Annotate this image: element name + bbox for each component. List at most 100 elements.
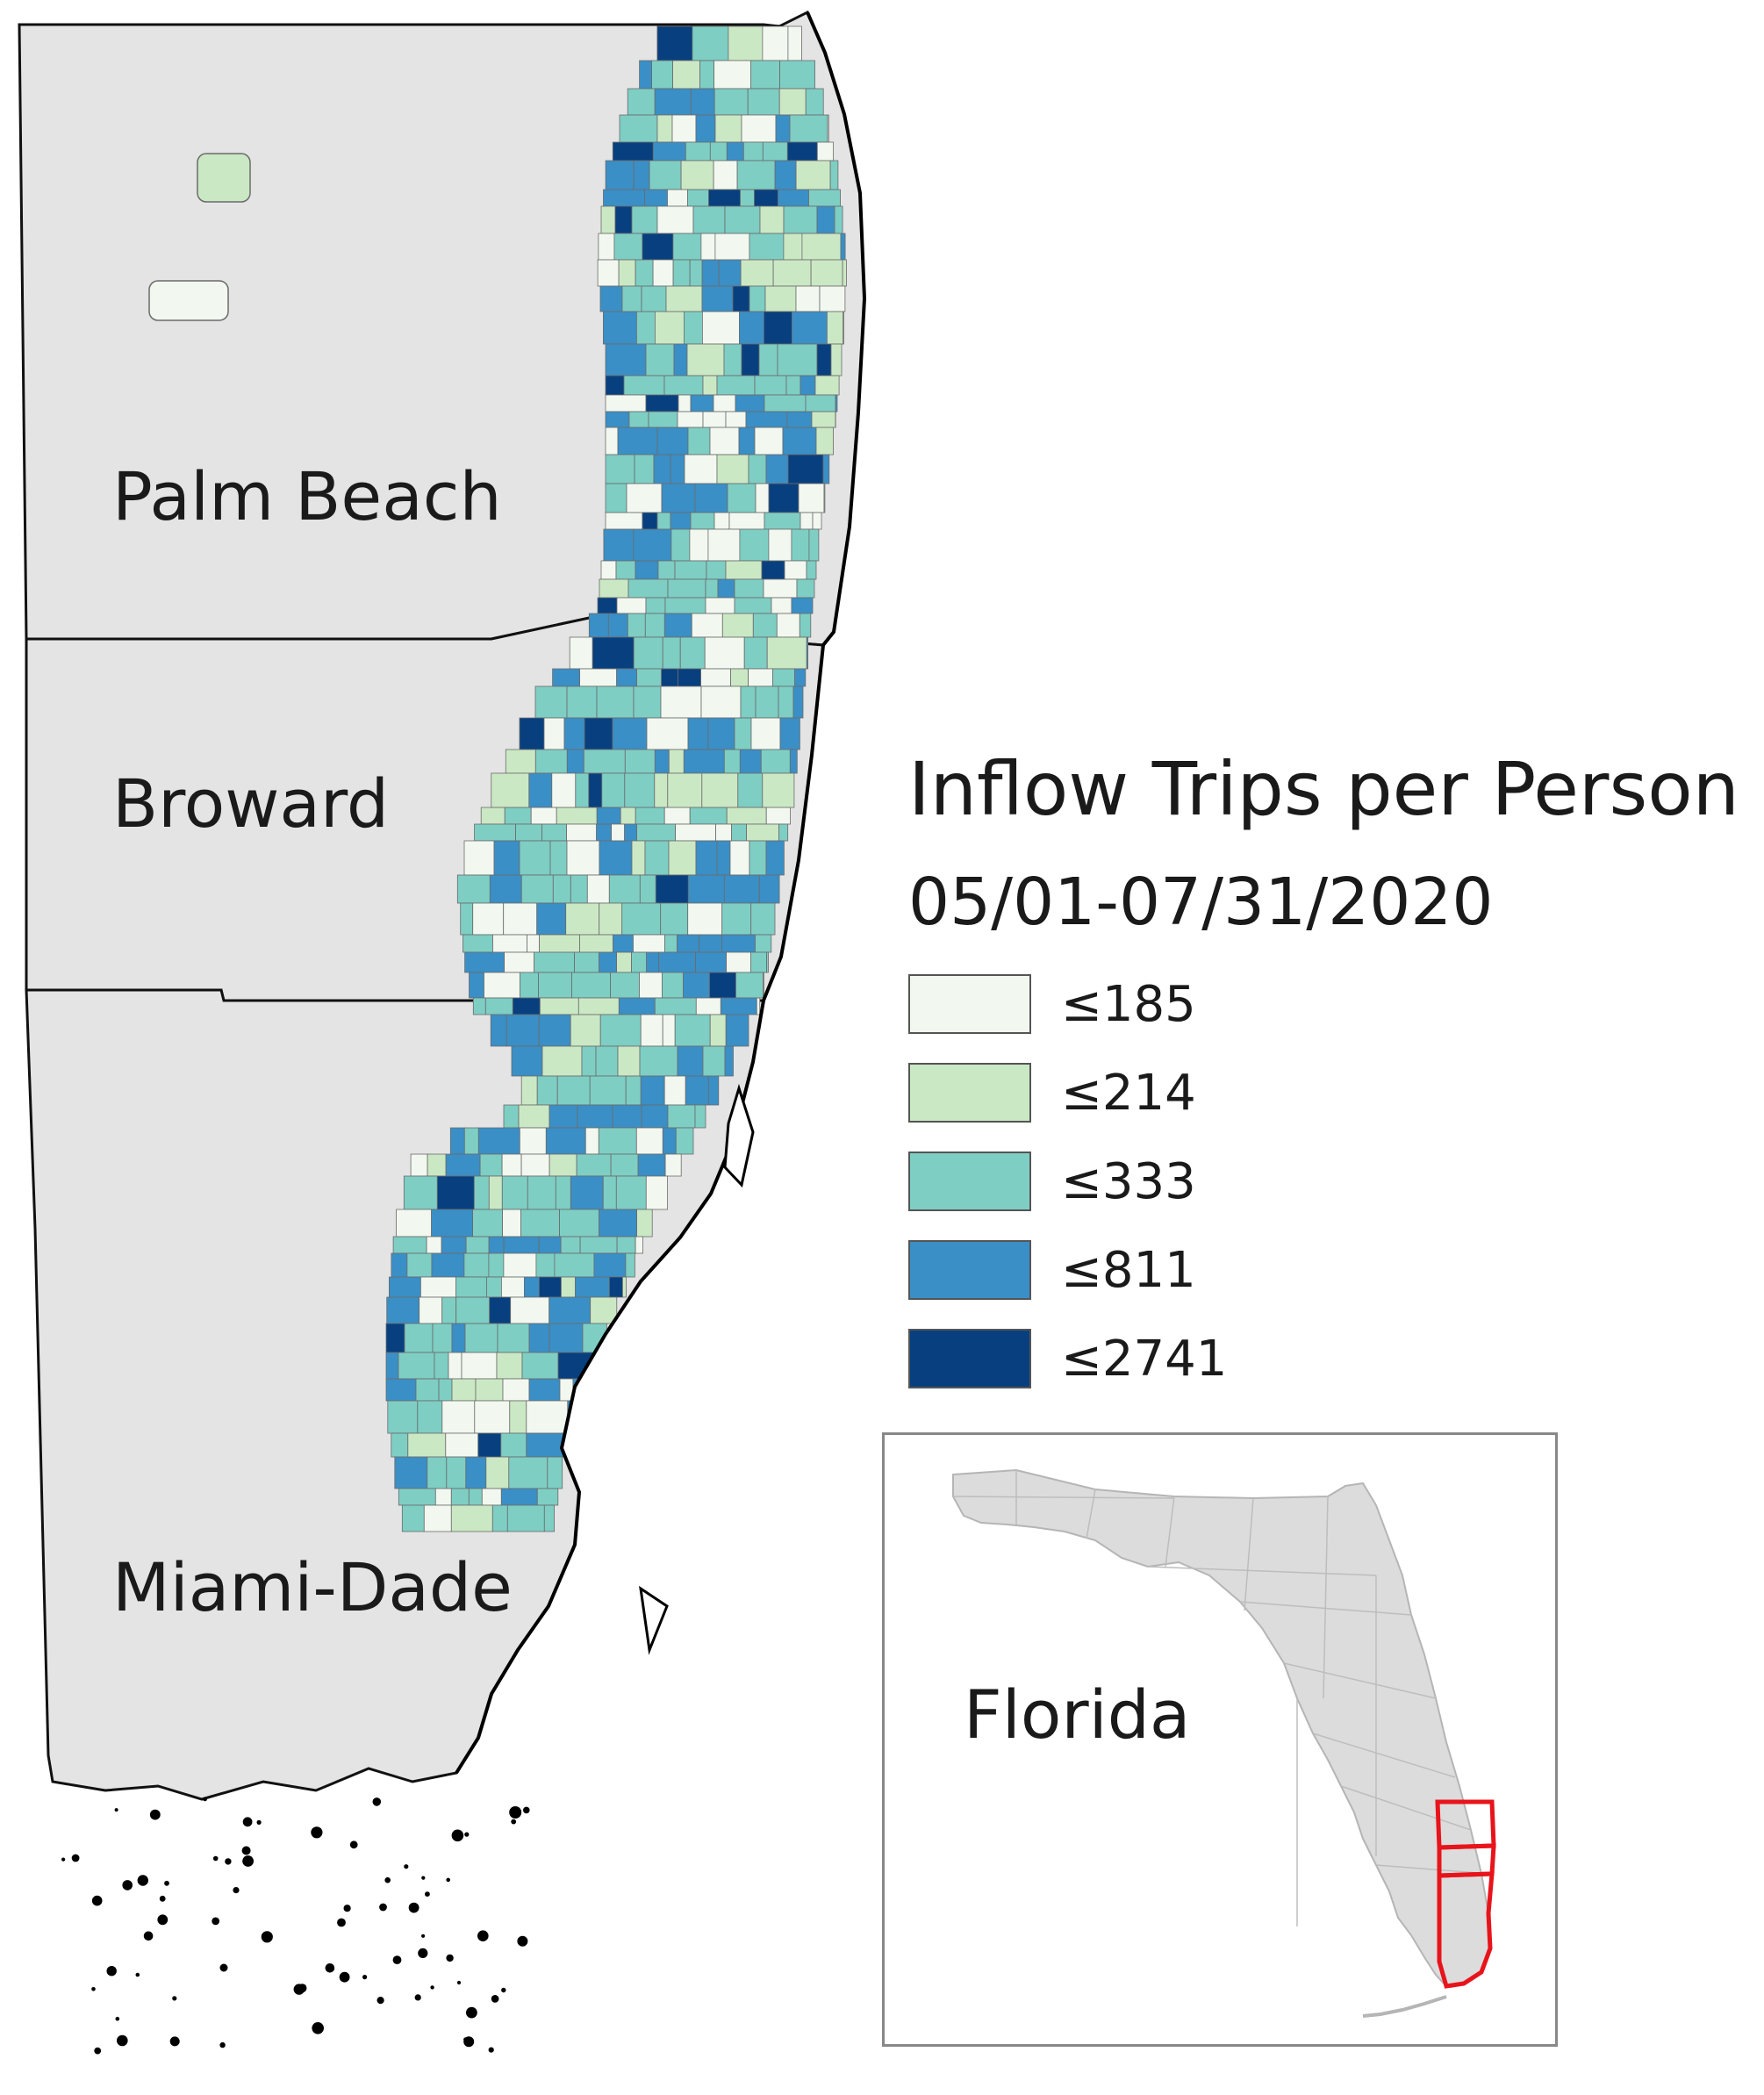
key-island xyxy=(106,1966,117,1977)
key-island xyxy=(337,1918,346,1927)
census-tract xyxy=(603,189,645,207)
census-tract xyxy=(503,902,538,936)
census-tract xyxy=(386,1296,420,1324)
census-tract xyxy=(830,343,843,377)
census-tract xyxy=(635,807,665,825)
census-tract xyxy=(675,823,716,842)
census-tract xyxy=(660,902,689,936)
census-tract xyxy=(603,311,637,345)
census-tract xyxy=(479,1153,503,1177)
census-tract xyxy=(783,233,803,261)
key-island xyxy=(418,1948,428,1958)
key-island xyxy=(523,1806,530,1814)
census-tract xyxy=(723,874,760,904)
census-tract xyxy=(695,997,721,1015)
census-tract xyxy=(702,375,718,396)
barrier-island xyxy=(639,1083,755,1655)
census-tract xyxy=(465,1236,490,1254)
census-tract xyxy=(488,1175,503,1210)
census-tract xyxy=(613,934,634,953)
census-tract xyxy=(605,160,635,190)
census-tract xyxy=(599,1209,637,1238)
census-tract xyxy=(635,259,654,287)
legend-swatch-2 xyxy=(908,1063,1031,1123)
census-tract xyxy=(713,160,738,190)
census-tract xyxy=(614,205,633,234)
key-island xyxy=(362,1975,368,1980)
census-tract xyxy=(451,1378,477,1402)
inset-label-florida: Florida xyxy=(964,1675,1191,1754)
census-tract xyxy=(695,951,727,973)
census-tract xyxy=(810,259,843,287)
key-island xyxy=(241,1846,251,1855)
key-island xyxy=(456,1980,462,1985)
census-tract xyxy=(694,483,728,513)
census-tract xyxy=(652,141,686,161)
key-island xyxy=(242,1855,254,1867)
census-tract xyxy=(493,840,520,876)
census-tract xyxy=(441,1400,476,1434)
county-line xyxy=(1312,1733,1456,1778)
key-island xyxy=(379,1903,387,1912)
census-tract xyxy=(501,1276,525,1298)
key-island xyxy=(114,1808,118,1812)
census-tract xyxy=(822,454,830,484)
census-tract xyxy=(764,512,801,530)
census-tract xyxy=(503,1104,520,1129)
census-tract xyxy=(623,375,665,396)
census-tract xyxy=(484,997,513,1015)
census-tract xyxy=(635,560,659,580)
census-tract xyxy=(505,749,536,774)
census-tract xyxy=(663,1075,686,1106)
census-tract xyxy=(633,685,662,719)
census-tract xyxy=(590,1296,618,1324)
legend-item-1: ≤185 xyxy=(908,972,1196,1036)
census-tract xyxy=(646,717,689,750)
census-tract xyxy=(660,685,702,719)
census-tract xyxy=(654,772,669,808)
census-tract xyxy=(612,717,648,750)
census-tract xyxy=(588,613,609,638)
census-tract xyxy=(763,578,798,599)
census-tract xyxy=(492,934,527,953)
census-tract xyxy=(441,1296,457,1324)
census-tract xyxy=(555,1175,571,1210)
census-tract xyxy=(755,685,779,719)
census-tract xyxy=(560,1236,581,1254)
census-tract xyxy=(842,259,847,287)
key-island xyxy=(446,1954,454,1962)
census-tract xyxy=(799,613,812,638)
census-tract xyxy=(689,807,728,825)
census-tract xyxy=(489,874,522,904)
census-tract xyxy=(726,141,744,161)
census-tract xyxy=(432,1323,453,1353)
key-island xyxy=(172,1996,177,2001)
census-tract xyxy=(754,189,778,207)
census-tract xyxy=(801,233,842,261)
census-tract xyxy=(702,1045,726,1077)
census-tract xyxy=(692,205,726,234)
census-tract xyxy=(663,613,692,638)
county-line xyxy=(1165,1496,1175,1568)
census-tract xyxy=(508,1456,549,1489)
county-label-broward: Broward xyxy=(112,764,389,843)
census-tract xyxy=(506,1504,545,1532)
census-tract xyxy=(524,1276,540,1298)
census-tract xyxy=(615,1175,647,1210)
census-tract xyxy=(678,668,701,687)
census-tract xyxy=(561,1276,576,1298)
census-tract xyxy=(687,902,723,936)
census-tract xyxy=(596,823,612,842)
census-tract xyxy=(641,1104,669,1129)
census-tract xyxy=(481,1488,502,1506)
key-island xyxy=(491,1995,499,2003)
census-tract xyxy=(519,717,545,750)
census-tract xyxy=(410,1153,428,1177)
census-tract xyxy=(670,512,692,530)
census-tract xyxy=(675,1127,694,1155)
census-tract xyxy=(707,1075,720,1106)
census-tract xyxy=(725,1014,749,1047)
census-tract xyxy=(612,1104,642,1129)
census-tract xyxy=(519,840,551,876)
census-tract xyxy=(465,1456,487,1489)
